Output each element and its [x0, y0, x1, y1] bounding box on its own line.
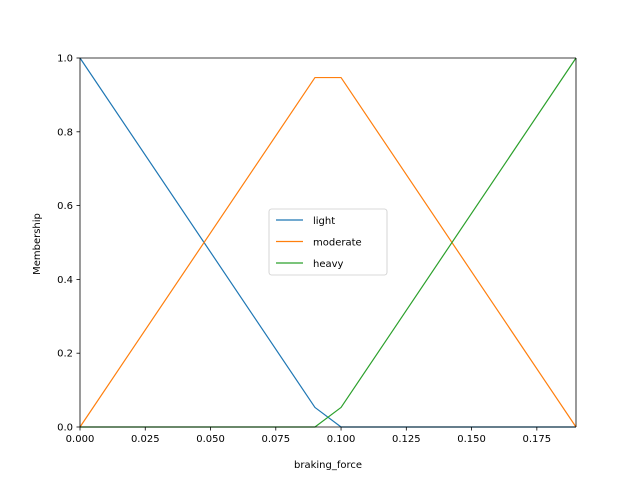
y-tick-label: 0.8 [57, 127, 73, 138]
x-tick-label: 0.025 [131, 434, 160, 445]
y-tick-label: 1.0 [57, 54, 73, 65]
x-tick-label: 0.075 [261, 434, 290, 445]
legend-label-heavy: heavy [313, 259, 344, 270]
ticks-layer: 0.000 0.025 0.050 0.075 0.100 0.125 0.150 0.175… [57, 54, 551, 446]
legend-frame [268, 208, 388, 276]
x-axis-label: braking_force [294, 460, 362, 471]
x-tick-label: 0.150 [457, 434, 486, 445]
legend: light moderate heavy [268, 208, 388, 276]
y-tick-label: 0.0 [57, 423, 73, 434]
x-tick-label: 0.100 [327, 434, 356, 445]
x-tick-label: 0.125 [392, 434, 421, 445]
legend-label-moderate: moderate [313, 238, 362, 249]
y-axis-label: Membership [32, 213, 43, 275]
series-line-moderate [79, 76, 577, 428]
y-tick-label: 0.6 [57, 201, 73, 212]
legend-label-light: light [313, 216, 335, 227]
x-tick-label: 0.050 [196, 434, 225, 445]
x-tick-label: 0.175 [523, 434, 552, 445]
x-tick-label: 0.000 [66, 434, 95, 445]
y-tick-label: 0.2 [57, 349, 73, 360]
y-tick-label: 0.4 [57, 275, 73, 286]
axes-layer [79, 57, 577, 428]
